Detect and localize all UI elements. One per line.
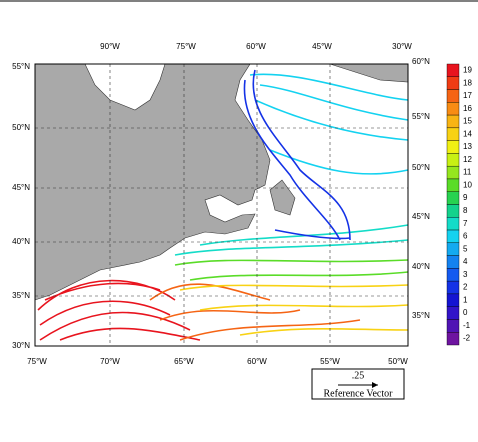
colorbar-label: 2 — [463, 283, 468, 292]
reference-box — [311, 368, 405, 400]
colorbar-label: 12 — [463, 155, 472, 164]
color-swatch — [446, 178, 460, 192]
colorbar-label: 3 — [463, 270, 468, 279]
colorbar-label: 16 — [463, 104, 472, 113]
left-label: 45°N — [12, 183, 30, 192]
top-label: 30°W — [392, 42, 412, 51]
color-swatch — [446, 140, 460, 154]
color-swatch — [446, 153, 460, 167]
color-swatch — [446, 165, 460, 180]
top-label: 45°W — [312, 42, 332, 51]
color-swatch — [446, 89, 460, 103]
map-area — [34, 63, 409, 347]
bottom-label: 75°W — [27, 357, 47, 366]
left-label: 30°N — [12, 341, 30, 350]
colorbar-label: 9 — [463, 193, 468, 202]
bottom-label: 70°W — [100, 357, 120, 366]
bottom-label: 60°W — [247, 357, 267, 366]
newfoundland — [269, 179, 296, 216]
colorbar-label: 14 — [463, 129, 472, 138]
colorbar-label: 7 — [463, 219, 468, 228]
right-label: 35°N — [412, 311, 430, 320]
colorbar-label: 8 — [463, 206, 468, 215]
color-swatch — [446, 242, 460, 256]
color-swatch — [446, 102, 460, 116]
left-label: 50°N — [12, 123, 30, 132]
right-label: 60°N — [412, 57, 430, 66]
color-swatch — [446, 280, 460, 295]
graticule — [35, 64, 408, 346]
right-label: 50°N — [412, 163, 430, 172]
bottom-label: 50°W — [388, 357, 408, 366]
colorbar-label: 18 — [463, 78, 472, 87]
colorbar-label: -2 — [463, 334, 471, 343]
color-swatch — [446, 114, 460, 129]
colorbar-label: 13 — [463, 142, 472, 151]
arrow-head — [372, 382, 378, 388]
colorbar-label: 19 — [463, 65, 472, 74]
color-swatch — [446, 306, 460, 320]
colorbar-label: 10 — [463, 180, 472, 189]
top-label: 90°W — [100, 42, 120, 51]
color-swatch — [446, 127, 460, 141]
top-label: 60°W — [246, 42, 266, 51]
reference-value: .25 — [352, 370, 365, 381]
colorbar-label: 1 — [463, 295, 468, 304]
right-label: 40°N — [412, 262, 430, 271]
colorbar-label: 0 — [463, 308, 468, 317]
reference-label: Reference Vector — [324, 388, 394, 399]
land — [34, 63, 271, 301]
bottom-label: 55°W — [320, 357, 340, 366]
colorbar-label: 5 — [463, 244, 468, 253]
left-label: 55°N — [12, 62, 30, 71]
color-swatch — [446, 204, 460, 218]
bottom-label: 65°W — [174, 357, 194, 366]
color-swatch — [446, 268, 460, 282]
color-swatch — [446, 76, 460, 90]
colorbar-label: 17 — [463, 91, 472, 100]
colorbar-label: 11 — [463, 168, 472, 177]
right-label: 55°N — [412, 112, 430, 121]
color-swatch — [446, 319, 460, 333]
map-frame — [34, 63, 409, 347]
color-swatch — [446, 217, 460, 231]
left-label: 35°N — [12, 291, 30, 300]
left-label: 40°N — [12, 237, 30, 246]
color-swatch — [446, 255, 460, 269]
color-swatch — [446, 229, 460, 244]
colorbar-label: 4 — [463, 257, 468, 266]
reference-vector: .25 Reference Vector — [311, 368, 405, 400]
right-label: 45°N — [412, 212, 430, 221]
color-swatch — [446, 63, 460, 77]
axis-labels: 90°W 75°W 60°W 45°W 30°W 75°W 70°W 65°W 60°W 55°W… — [12, 42, 430, 366]
color-swatch — [446, 293, 460, 307]
color-swatch — [446, 191, 460, 205]
color-swatch — [446, 332, 460, 346]
top-label: 75°W — [176, 42, 196, 51]
colorbar-label: 6 — [463, 232, 468, 241]
colorbar-label: -1 — [463, 321, 471, 330]
colorbar-label: 15 — [463, 117, 472, 126]
